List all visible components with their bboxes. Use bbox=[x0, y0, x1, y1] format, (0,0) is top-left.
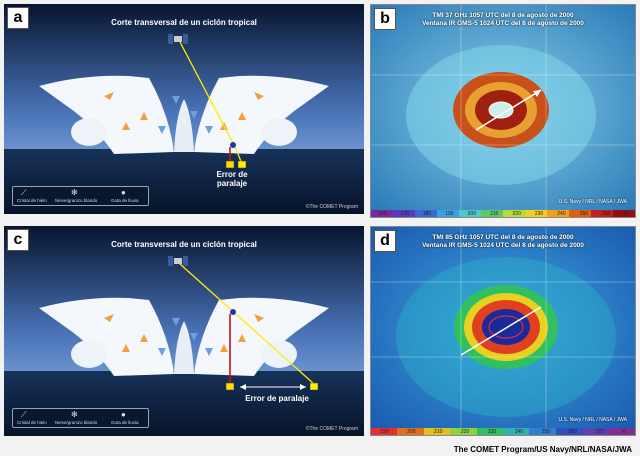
panel-c-cross-section: c Corte transversal de un ciclón tropica… bbox=[4, 226, 364, 436]
panel-d-satellite-85ghz: d TMI 85 GHz 1057 UTC del 8 de agosto de… bbox=[370, 226, 636, 436]
legend-snow-label: Nieve/granizo blando bbox=[55, 198, 98, 203]
panel-b-title-1: TMI 37 GHz 1057 UTC del 8 de agosto de 2… bbox=[432, 12, 574, 19]
snowflake-icon: ✻ bbox=[71, 410, 78, 419]
legend-rain-label: Gota de lluvia bbox=[111, 420, 139, 425]
tick: K bbox=[622, 429, 626, 435]
panel-a-cross-section: a Corte transversal de un ciclón tropica… bbox=[4, 4, 364, 214]
tick: 230 bbox=[534, 211, 544, 217]
parallax-error-label-a: Error de paralaje bbox=[216, 170, 248, 188]
legend-rain-label: Gota de lluvia bbox=[111, 198, 139, 203]
legend-snow-label: Nieve/granizo blando bbox=[55, 420, 98, 425]
tick: 200 bbox=[467, 211, 476, 217]
tick: 180 bbox=[422, 211, 432, 217]
tick: 190 bbox=[445, 211, 454, 217]
tick: 220 bbox=[460, 429, 470, 435]
parallax-error-label-c: Error de paralaje bbox=[245, 394, 309, 403]
panel-d-source: U.S. Navy / NRL / NASA / JWA bbox=[558, 417, 627, 423]
raindrop-icon: ● bbox=[121, 410, 126, 419]
cyclone-cross-section-a bbox=[4, 4, 364, 214]
tick: 210 bbox=[434, 429, 443, 435]
ice-crystal-icon: ⟋ bbox=[21, 410, 27, 419]
panel-a-title: Corte transversal de un ciclón tropical bbox=[111, 18, 257, 27]
image-credit: The COMET Program/US Navy/NRL/NASA/JWA bbox=[453, 445, 632, 454]
tick: 260 bbox=[568, 429, 577, 435]
tick: 250 bbox=[579, 211, 589, 217]
raindrop-icon: ● bbox=[121, 188, 126, 197]
tick: 230 bbox=[487, 429, 497, 435]
tick: 240 bbox=[514, 429, 524, 435]
colorbar-d-ticks: 190 200 210 220 230 240 250 260 270 K bbox=[371, 428, 635, 435]
microwave-image-d bbox=[371, 227, 635, 429]
legend-ice-label: Cristal de hielo bbox=[17, 198, 47, 203]
tick: 200 bbox=[407, 429, 416, 435]
copyright-a: ©The COMET Program bbox=[305, 204, 358, 210]
panel-a-label: a bbox=[7, 7, 29, 29]
panel-b-satellite-37ghz: b TMI 37 GHz 1057 UTC del 8 de agosto de… bbox=[370, 4, 636, 218]
snowflake-icon: ✻ bbox=[71, 188, 78, 197]
panel-b-source: U.S. Navy / NRL / NASA / JWA bbox=[558, 199, 627, 205]
panel-b-label: b bbox=[374, 8, 396, 30]
tick: 220 bbox=[512, 211, 521, 217]
satellite-icon bbox=[168, 256, 188, 266]
satellite-icon bbox=[168, 34, 188, 44]
ice-crystal-icon: ⟋ bbox=[21, 188, 27, 197]
colorbar-b bbox=[371, 210, 635, 217]
legend-c: ⟋ ✻ ● Cristal de hielo Nieve/granizo bla… bbox=[12, 408, 149, 428]
panel-c-label: c bbox=[7, 229, 29, 251]
tick: 240 bbox=[557, 211, 566, 217]
panel-b-title-2: Ventana IR GMS-5 1024 UTC del 8 de agost… bbox=[422, 20, 584, 27]
copyright-c: ©The COMET Program bbox=[305, 426, 358, 432]
colorbar-b-ticks: 160 170 180 190 200 210 220 230 240 250 260 K bbox=[371, 210, 635, 217]
panel-c-title: Corte transversal de un ciclón tropical bbox=[111, 240, 257, 249]
tick: 210 bbox=[490, 211, 499, 217]
tick: K bbox=[624, 211, 628, 217]
tick: 190 bbox=[380, 429, 389, 435]
tick: 270 bbox=[595, 429, 604, 435]
panel-d-label: d bbox=[374, 230, 396, 252]
colorbar-d bbox=[371, 428, 635, 435]
microwave-image-b bbox=[371, 5, 635, 211]
tick: 250 bbox=[541, 429, 550, 435]
legend-ice-label: Cristal de hielo bbox=[17, 420, 47, 425]
tick: 160 bbox=[378, 211, 387, 217]
panel-d-title-1: TMI 85 GHz 1057 UTC del 8 de agosto de 2… bbox=[432, 234, 574, 241]
tick: 170 bbox=[400, 211, 409, 217]
legend-a: ⟋ ✻ ● Cristal de hielo Nieve/granizo bla… bbox=[12, 186, 149, 206]
panel-d-title-2: Ventana IR GMS-5 1024 UTC del 8 de agost… bbox=[422, 242, 584, 249]
tick: 260 bbox=[602, 211, 611, 217]
cyclone-cross-section-c bbox=[4, 226, 364, 436]
